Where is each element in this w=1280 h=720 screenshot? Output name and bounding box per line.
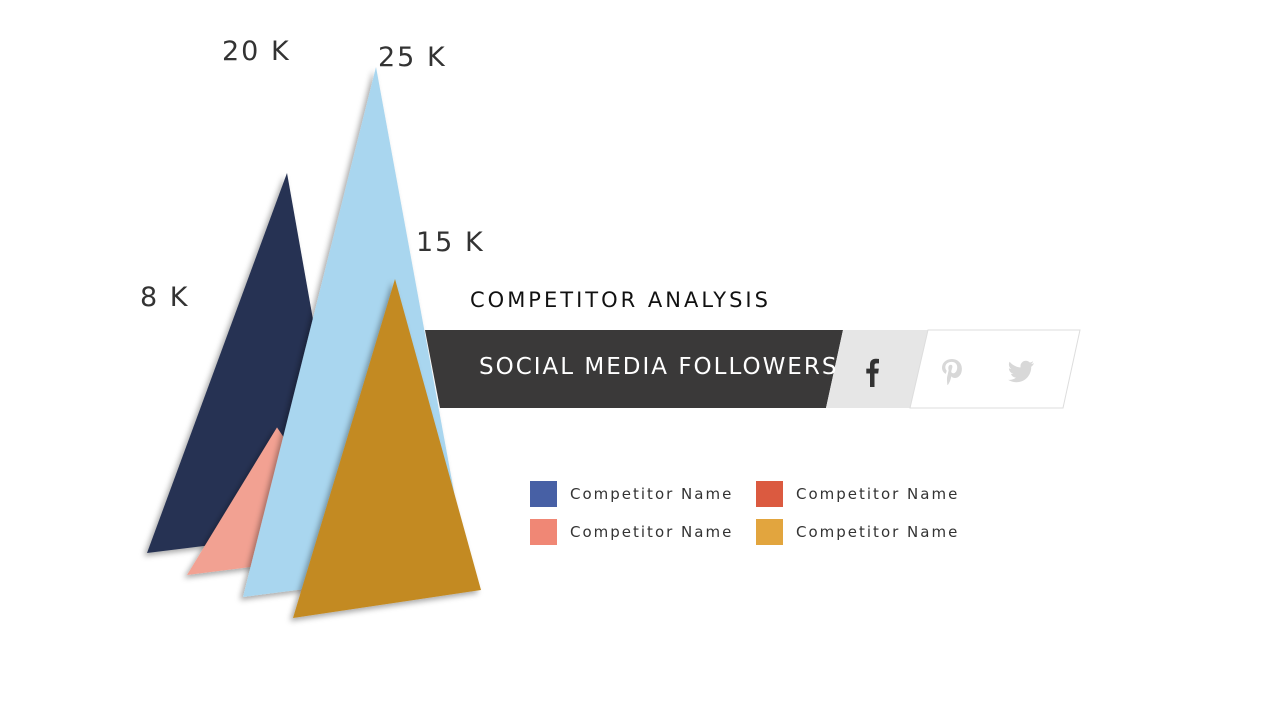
value-label: 25 K [378,42,447,73]
legend-item: Competitor Name [756,481,959,507]
triangle-bar [293,279,481,618]
legend-item: Competitor Name [530,519,733,545]
value-label: 8 K [140,282,189,313]
value-label: 15 K [416,227,485,258]
banner-title: SOCIAL MEDIA FOLLOWERS [479,354,839,380]
tab-strip-outline [909,329,1081,409]
legend-label: Competitor Name [796,485,960,503]
legend-label: Competitor Name [796,523,960,541]
chart-title: COMPETITOR ANALYSIS [470,288,771,312]
chart-triangles [147,67,481,618]
twitter-icon[interactable] [1006,353,1036,391]
legend-label: Competitor Name [570,485,734,503]
legend-swatch [530,481,557,507]
chart-value-labels: 20 K 8 K 25 K 15 K [140,36,485,313]
pinterest-icon[interactable] [938,353,966,391]
banner-dark-bar [425,330,843,408]
legend-swatch [756,519,783,545]
legend-item: Competitor Name [756,519,959,545]
facebook-icon[interactable] [858,353,886,391]
legend-swatch [530,519,557,545]
legend-label: Competitor Name [570,523,734,541]
value-label: 20 K [222,36,291,67]
legend-item: Competitor Name [530,481,733,507]
legend-swatch [756,481,783,507]
